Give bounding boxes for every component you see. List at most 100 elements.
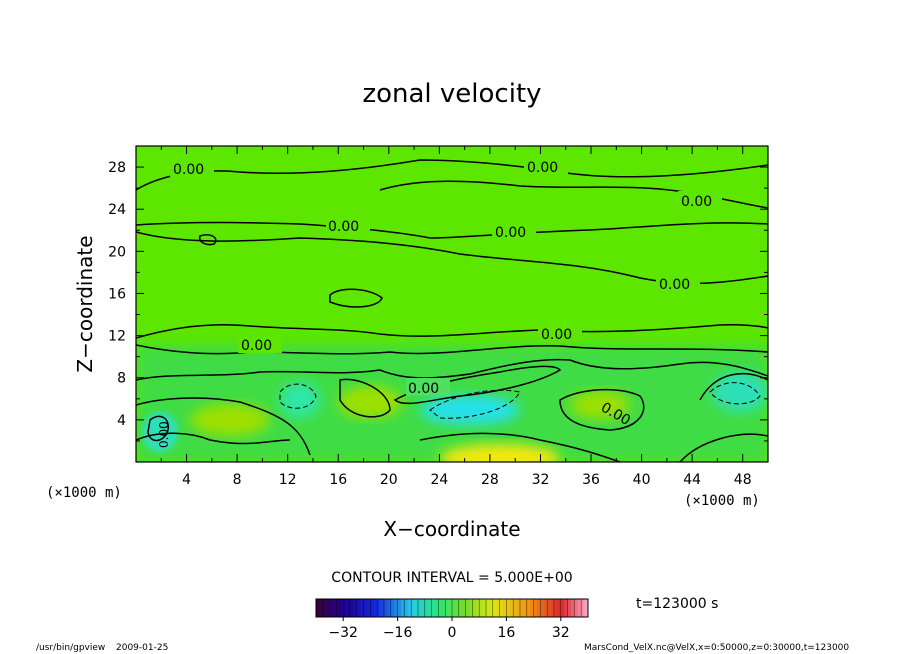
colorbar-cell (329, 599, 334, 617)
colorbar-cell (418, 599, 422, 617)
colorbar-cell (516, 599, 521, 617)
x-tick-label: 24 (430, 472, 448, 488)
colorbar-cell (577, 599, 582, 617)
colorbar-cell (557, 599, 562, 617)
colorbar-tick-label: 0 (448, 625, 457, 641)
y-axis: 4 8 12 16 20 24 28 (108, 160, 768, 442)
y-tick-label: 8 (117, 371, 126, 387)
y-axis-label: Z−coordinate (73, 235, 97, 372)
colorbar-cell (496, 599, 500, 617)
plot-frame (135, 145, 769, 463)
colorbar-cell (397, 599, 402, 617)
colorbar-cell (560, 599, 565, 617)
contour-label: 0.00 (157, 421, 171, 448)
x-tick-label: 8 (233, 472, 242, 488)
colorbar-cell (479, 599, 483, 617)
colorbar-cell (475, 599, 480, 617)
colorbar-cell (411, 599, 415, 617)
y-tick-label: 12 (108, 329, 126, 345)
contour-labels: 0.00 0.00 0.00 0.00 0.00 0.00 0.00 0.00 … (157, 157, 722, 448)
field-patch (712, 372, 768, 412)
contour-line (136, 358, 768, 381)
colorbar-cell (353, 599, 358, 617)
colorbar-tick-label: 32 (552, 625, 570, 641)
colorbar-cell (465, 599, 470, 617)
colorbar-cell (506, 599, 511, 617)
field-patch (190, 404, 270, 436)
colorbar-cell (350, 599, 354, 617)
colorbar-cell (452, 599, 456, 617)
colorbar-cell (431, 599, 436, 617)
time-stamp: t=123000 s (636, 596, 718, 612)
footer-program: /usr/bin/gpview (36, 643, 105, 653)
colorbar-cell (509, 599, 514, 617)
y-tick-label: 4 (117, 413, 126, 429)
colorbar-cell (339, 599, 344, 617)
colorbar-cell (455, 599, 460, 617)
negative-contours (279, 382, 761, 419)
contour-label: 0.00 (541, 327, 572, 343)
contour-line (559, 388, 645, 431)
contour-label: 0.00 (408, 381, 439, 397)
negative-contour-line (429, 389, 521, 419)
contour-line (136, 432, 621, 462)
x-tick-label: 48 (734, 472, 752, 488)
colorbar-cell (394, 599, 398, 617)
x-tick-label: 32 (532, 472, 550, 488)
colorbar-cell (441, 599, 446, 617)
colorbar-cell (520, 599, 524, 617)
colorbar-cell (486, 599, 490, 617)
x-axis-unit: (×1000 m) (46, 485, 122, 501)
colorbar-cell (533, 599, 538, 617)
colorbar (315, 598, 589, 618)
colorbar-cell (326, 599, 330, 617)
contour-label: 0.00 (173, 162, 204, 178)
contour-label: 0.00 (527, 160, 558, 176)
x-tick-label: 20 (380, 472, 398, 488)
chart-title: zonal velocity (362, 79, 541, 109)
colorbar-cell (571, 599, 575, 617)
contour-label: 0.00 (681, 194, 712, 210)
field-patch (142, 412, 178, 452)
colorbar-cell (513, 599, 517, 617)
y-tick-label: 28 (108, 160, 126, 176)
colorbar-cell (373, 599, 378, 617)
footer-date: 2009-01-25 (116, 643, 168, 653)
contour-label: 0.00 (328, 219, 359, 235)
contour-line (147, 415, 169, 442)
colorbar-cell (567, 599, 572, 617)
colorbar-cell (489, 599, 494, 617)
contour-line (679, 372, 768, 462)
contour-line (198, 233, 217, 246)
colorbar-cell (584, 599, 589, 617)
colorbar-cell (523, 599, 528, 617)
contour-line (379, 180, 768, 209)
colorbar-cell (414, 599, 419, 617)
colorbar-cell (319, 599, 324, 617)
colorbar-cell (526, 599, 531, 617)
colorbar-tick-label: 16 (497, 625, 515, 641)
contour-line (329, 288, 383, 308)
colorbar-cell (424, 599, 429, 617)
colorbar-cell (530, 599, 534, 617)
x-tick-label: 4 (182, 472, 191, 488)
colorbar-cell (462, 599, 466, 617)
colorbar-cell (543, 599, 548, 617)
colorbar-cell (390, 599, 395, 617)
field-patch (420, 395, 520, 425)
contour-interval: CONTOUR INTERVAL = 5.000E+00 (331, 570, 572, 586)
colorbar-cell (370, 599, 375, 617)
y-tick-label: 16 (108, 286, 126, 302)
colorbar-cell (343, 599, 347, 617)
contour-label: 0.00 (659, 277, 690, 293)
colorbar-cell (336, 599, 341, 617)
colorbar-cell (377, 599, 381, 617)
field-patch (338, 386, 402, 418)
colorbar-cell (428, 599, 432, 617)
colorbar-cell (482, 599, 487, 617)
colorbar-cell (435, 599, 439, 617)
colorbar-cell (458, 599, 463, 617)
colorbar-cell (564, 599, 568, 617)
colorbar-cell (401, 599, 405, 617)
